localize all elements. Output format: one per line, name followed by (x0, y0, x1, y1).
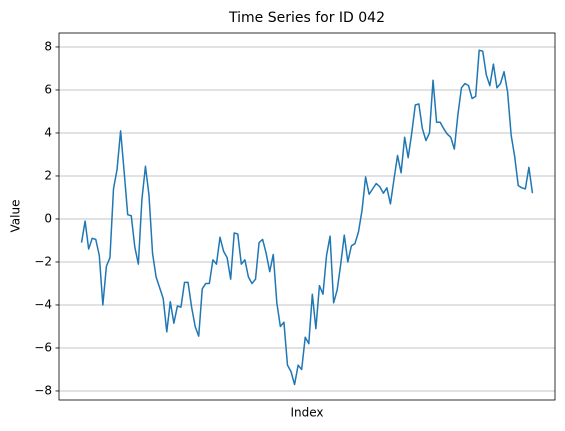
y-tick-label: −8 (34, 383, 52, 397)
y-axis-label: Value (9, 200, 23, 233)
y-tick-label: 2 (44, 168, 52, 182)
y-tick-label: 4 (44, 125, 52, 139)
y-tick-label: 0 (44, 211, 52, 225)
y-tick-label: 6 (44, 82, 52, 96)
y-tick-label: −2 (34, 254, 52, 268)
y-tick-label: −4 (34, 297, 52, 311)
y-tick-label: −6 (34, 340, 52, 354)
y-tick-label: 8 (44, 39, 52, 53)
chart-title: Time Series for ID 042 (228, 10, 385, 26)
line-series (80, 49, 534, 386)
x-axis-label: Index (290, 406, 323, 420)
plot-frame (58, 32, 556, 401)
